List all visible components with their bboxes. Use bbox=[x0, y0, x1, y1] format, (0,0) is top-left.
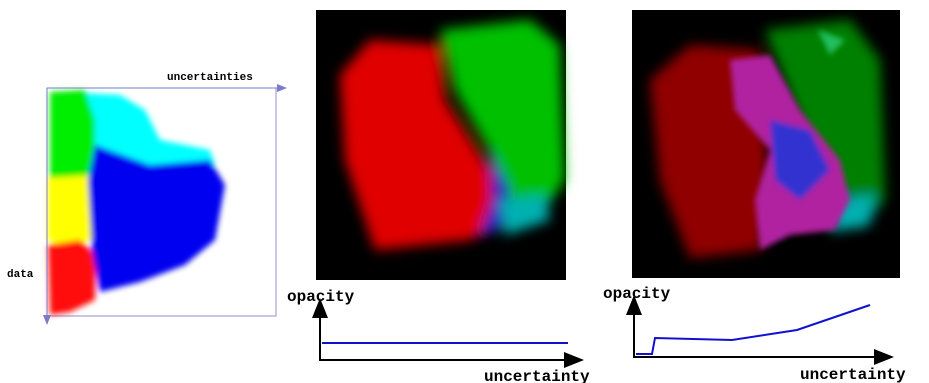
opacity-curve bbox=[636, 305, 870, 354]
y-axis-label: opacity bbox=[287, 288, 355, 306]
y-axis-label: opacity bbox=[603, 285, 671, 303]
y-axis-label: data bbox=[7, 269, 34, 281]
green-region bbox=[50, 90, 95, 180]
x-axis-label: uncertainty bbox=[484, 368, 590, 383]
rendering-right bbox=[632, 10, 900, 278]
rendering-left bbox=[316, 10, 566, 280]
x-axis-label: uncertainties bbox=[167, 72, 253, 84]
x-axis-label: uncertainty bbox=[800, 366, 906, 383]
yellow-region bbox=[48, 175, 95, 245]
opacity-plot-right: opacity uncertainty bbox=[603, 285, 906, 383]
opacity-plot-left: opacity uncertainty bbox=[287, 288, 590, 383]
figure: uncertainties data opacity uncert bbox=[0, 0, 929, 383]
transfer-panel: uncertainties data bbox=[7, 72, 286, 324]
